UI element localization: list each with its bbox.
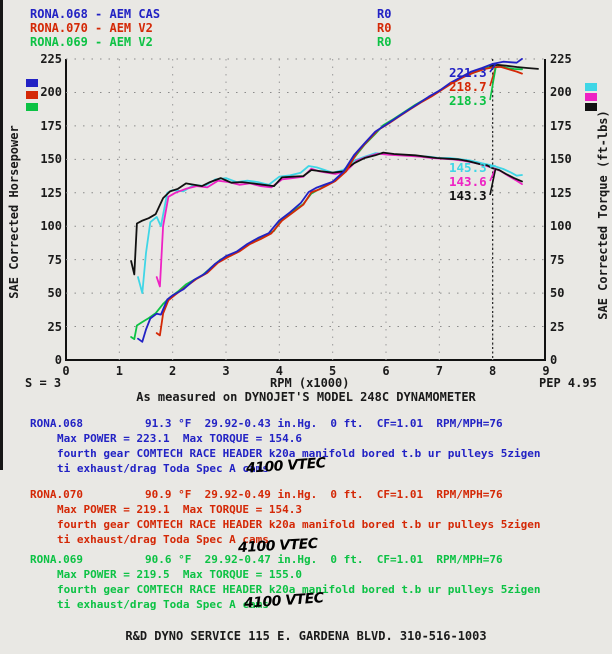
- x-tick-label: 8: [489, 364, 497, 378]
- y-tick-label-right: 225: [550, 52, 572, 66]
- plot-frame: [65, 59, 546, 361]
- peak-value-label: 221.3: [449, 65, 487, 80]
- shop-address-footer: R&D DYNO SERVICE 115 E. GARDENA BLVD. 31…: [125, 629, 487, 643]
- legend-run-069: RONA.069 - AEM V2 R0: [30, 35, 391, 49]
- peak-label-pointer: [489, 164, 496, 168]
- y-tick-label-left: 200: [40, 85, 62, 100]
- y-tick-label-right: 150: [550, 152, 572, 167]
- legend-run-tag: R0: [377, 7, 392, 21]
- run-mods-line2: ti exhaust/drag Toda Spec A cams: [57, 598, 269, 611]
- peak-value-label: 218.7: [449, 79, 487, 94]
- run-name: RONA.068: [30, 417, 83, 430]
- run-mods-line1: fourth gear COMTECH RACE HEADER k20a man…: [57, 518, 541, 531]
- legend-run-label: RONA.070 - AEM V2: [30, 21, 153, 35]
- legend-run-tag: R0: [377, 21, 392, 35]
- peak-value-label: 218.3: [449, 93, 487, 108]
- x-tick-label: 6: [382, 364, 390, 378]
- y-tick-label-left: 0: [54, 353, 62, 367]
- y-tick-label-left: 25: [47, 319, 62, 334]
- legend-run-068: RONA.068 - AEM CAS R0: [30, 7, 391, 21]
- curve-rona-069-torque: [130, 151, 523, 276]
- y-axis-title-left: SAE Corrected Horsepower: [7, 125, 21, 299]
- run-weather: 91.3 °F 29.92-0.43 in.Hg. 0 ft. CF=1.01 …: [145, 417, 503, 430]
- y-tick-label-left: 125: [40, 185, 62, 200]
- y-axis-title-right: SAE Corrected Torque (ft-lbs): [596, 110, 610, 320]
- y-tick-label-right: 100: [550, 219, 572, 234]
- y-tick-label-left: 100: [40, 219, 62, 234]
- x-tick-label: 2: [169, 364, 177, 378]
- run-mods-line2: ti exhaust/drag Toda Spec A cams: [57, 533, 269, 546]
- peak-value-label: 143.3: [449, 188, 487, 203]
- peak-label-pointer: [489, 63, 497, 73]
- legend-run-label: RONA.069 - AEM V2: [30, 35, 153, 49]
- peak-label-pointer: [489, 168, 497, 196]
- y-tick-label-left: 175: [40, 118, 62, 133]
- y-tick-label-left: 225: [40, 52, 62, 66]
- tq-swatch-magenta: [585, 93, 597, 101]
- run-name: RONA.070: [30, 488, 83, 501]
- y-tick-label-left: 50: [47, 286, 62, 301]
- hp-swatch-blue: [26, 79, 38, 87]
- pep-version-label: PEP 4.95: [539, 376, 597, 390]
- run-mods-line2: ti exhaust/drag Toda Spec A cams: [57, 462, 269, 475]
- peak-label-pointer: [489, 67, 497, 101]
- y-tick-label-right: 75: [550, 252, 565, 267]
- dyno-model-subtitle: As measured on DYNOJET'S MODEL 248C DYNA…: [136, 390, 476, 404]
- y-tick-label-left: 75: [47, 252, 62, 267]
- run-weather: 90.9 °F 29.92-0.49 in.Hg. 0 ft. CF=1.01 …: [145, 488, 503, 501]
- y-tick-label-right: 0: [550, 353, 558, 367]
- x-tick-label: 3: [222, 364, 230, 378]
- y-tick-label-right: 175: [550, 118, 572, 133]
- run-max-values: Max POWER = 223.1 Max TORQUE = 154.6: [57, 432, 303, 445]
- legend-run-label: RONA.068 - AEM CAS: [30, 7, 161, 21]
- hp-swatch-red: [26, 91, 38, 99]
- peak-value-label: 145.3: [449, 160, 487, 175]
- run-name: RONA.069: [30, 553, 83, 566]
- y-tick-label-right: 25: [550, 319, 565, 334]
- x-tick-label: 1: [115, 364, 123, 378]
- x-tick-label: 7: [435, 364, 443, 378]
- peak-value-label: 143.6: [449, 174, 487, 189]
- curve-overlap-trace: [489, 64, 539, 70]
- x-axis-title: RPM (x1000): [270, 376, 350, 390]
- tq-swatch-cyan: [585, 83, 597, 91]
- y-tick-label-right: 125: [550, 185, 572, 200]
- run-mods-line1: fourth gear COMTECH RACE HEADER k20a man…: [57, 583, 541, 596]
- scan-artifact-bar: [0, 0, 3, 470]
- y-tick-label-right: 200: [550, 85, 572, 100]
- y-tick-label-right: 50: [550, 286, 565, 301]
- run-max-values: Max POWER = 219.1 Max TORQUE = 154.3: [57, 503, 303, 516]
- smoothing-label: S = 3: [25, 376, 62, 390]
- dyno-chart: [66, 57, 546, 360]
- legend-run-tag: R0: [377, 35, 392, 49]
- hp-swatch-green: [26, 103, 38, 111]
- x-tick-label: 0: [62, 364, 70, 378]
- x-tick-label: 5: [329, 364, 337, 378]
- x-tick-label: 9: [542, 364, 550, 378]
- legend-run-070: RONA.070 - AEM V2 R0: [30, 21, 391, 35]
- run-max-values: Max POWER = 219.5 Max TORQUE = 155.0: [57, 568, 303, 581]
- tq-swatch-black: [585, 103, 597, 111]
- x-tick-label: 4: [275, 364, 283, 378]
- run-weather: 90.6 °F 29.92-0.47 in.Hg. 0 ft. CF=1.01 …: [145, 553, 503, 566]
- run-mods-line1: fourth gear COMTECH RACE HEADER k20a man…: [57, 447, 541, 460]
- curve-rona-068-horsepower: [137, 57, 523, 343]
- y-tick-label-left: 150: [40, 152, 62, 167]
